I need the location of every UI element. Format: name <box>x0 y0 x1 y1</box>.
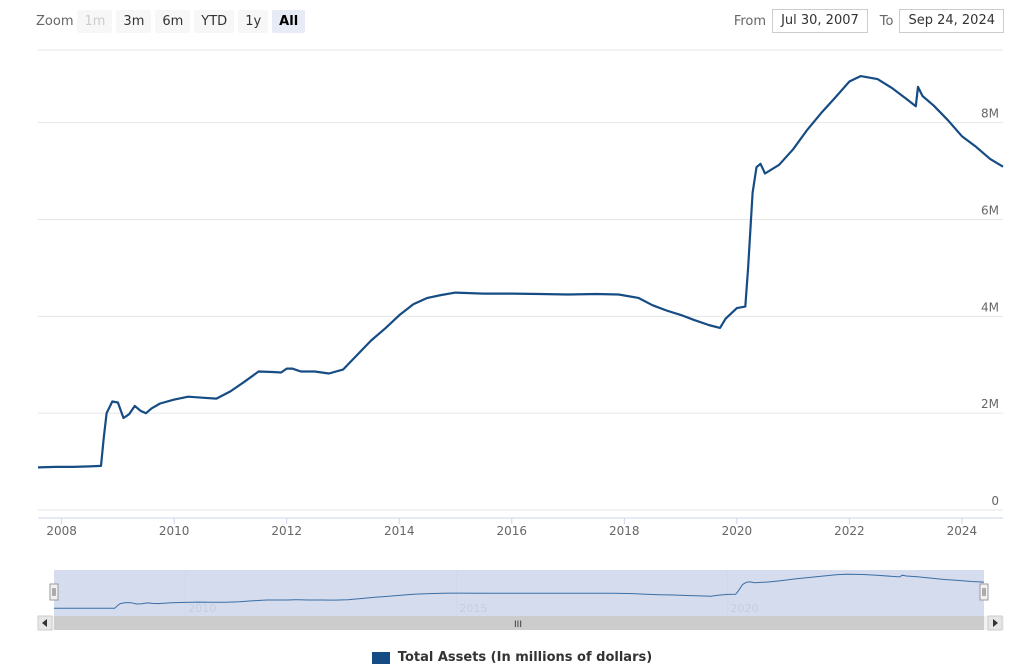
zoom-3m-button[interactable]: 3m <box>116 9 152 33</box>
grid-lines <box>38 49 1003 519</box>
y-tick-label: 6M <box>981 203 999 217</box>
from-date-input[interactable]: Jul 30, 2007 <box>772 9 868 33</box>
y-tick-label: 8M <box>981 107 999 121</box>
y-tick-label: 4M <box>981 300 999 314</box>
x-tick-label: 2012 <box>271 524 302 538</box>
date-range: From Jul 30, 2007 To Sep 24, 2024 <box>722 8 1004 34</box>
x-tick-label: 2014 <box>384 524 415 538</box>
x-tick-label: 2016 <box>497 524 528 538</box>
legend-label: Total Assets (In millions of dollars) <box>397 650 653 665</box>
legend[interactable]: Total Assets (In millions of dollars) <box>0 650 1024 665</box>
series-layer <box>37 75 1004 469</box>
x-tick-label: 2020 <box>722 524 753 538</box>
x-axis-labels: 2008 2010 2012 2014 2016 2018 2020 2022 2024 <box>46 518 977 538</box>
scrollbar-thumb[interactable] <box>54 616 984 630</box>
y-tick-label: 2M <box>981 397 999 411</box>
legend-swatch <box>371 651 390 664</box>
navigator-right-handle[interactable] <box>979 583 989 601</box>
from-label: From <box>733 13 767 29</box>
zoom-selector: Zoom 1m 3m 6m YTD 1y All <box>36 8 309 34</box>
zoom-1y-button[interactable]: 1y <box>238 9 269 33</box>
zoom-label: Zoom <box>36 13 74 29</box>
chevron-left-icon <box>42 619 47 627</box>
zoom-ytd-button[interactable]: YTD <box>194 9 235 33</box>
navigator: 201020152020 III <box>37 570 1004 631</box>
x-tick-label: 2024 <box>947 524 978 538</box>
zoom-all-button[interactable]: All <box>272 9 306 33</box>
navigator-left-handle[interactable] <box>49 583 59 601</box>
chevron-right-icon <box>993 619 998 627</box>
to-label: To <box>879 13 894 29</box>
to-date-input[interactable]: Sep 24, 2024 <box>899 9 1004 33</box>
series-line-total-assets <box>37 75 1004 469</box>
navigator-series <box>54 573 985 609</box>
x-tick-label: 2022 <box>834 524 865 538</box>
navigator-series-line <box>54 573 985 609</box>
x-tick-label: 2008 <box>46 524 77 538</box>
x-tick-label: 2010 <box>159 524 190 538</box>
y-axis-labels: 0 2M 4M 6M 8M <box>981 107 999 508</box>
zoom-1m-button[interactable]: 1m <box>77 9 113 33</box>
zoom-6m-button[interactable]: 6m <box>155 9 191 33</box>
scrollbar-grip: III <box>514 620 522 630</box>
x-tick-label: 2018 <box>609 524 640 538</box>
y-tick-label: 0 <box>991 494 999 508</box>
